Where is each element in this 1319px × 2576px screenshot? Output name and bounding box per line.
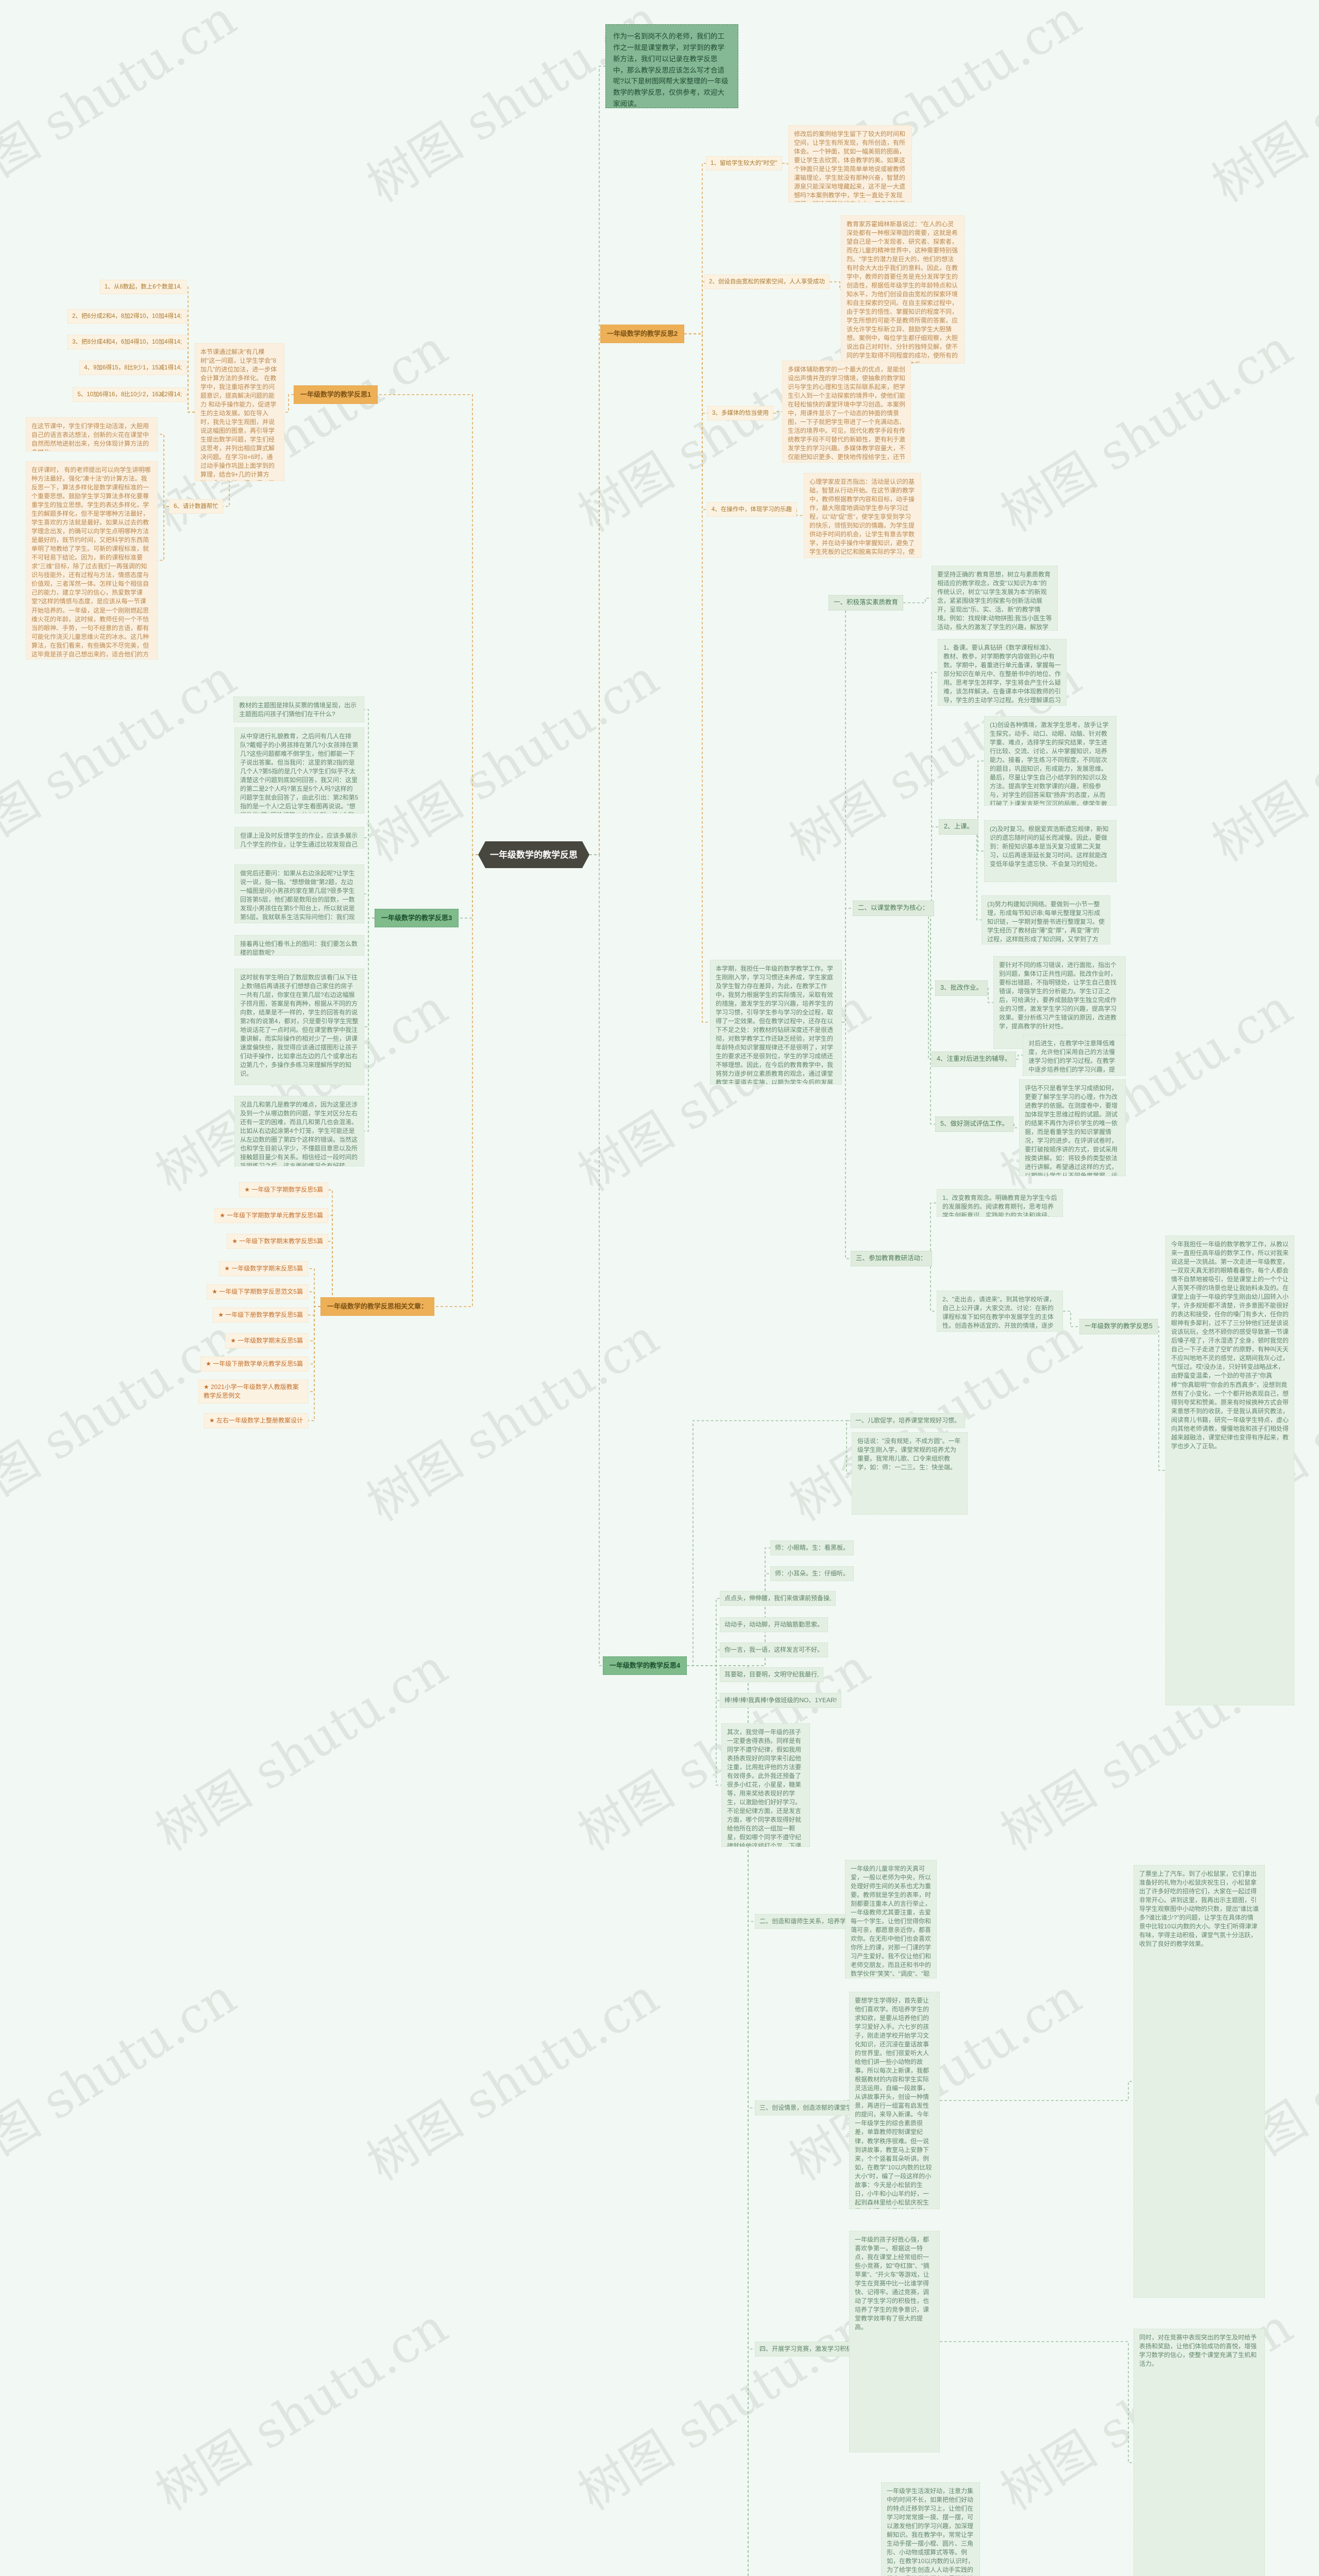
fs5-p-node: 今年我担任一年级的数学教学工作，从教以来一直担任高年级的数学工作，所以对我来说这…	[1165, 1235, 1294, 1705]
fs3-p4-node: 做完后还要问：如果从右边涂起呢?让学生说一说，指一指。"想想做做"第2题，左边一…	[234, 865, 364, 923]
g2-3-node: 3、批改作业。	[935, 980, 988, 996]
fs1-i6a-node: 在这节课中，学生们学得生动活泼，大胆用自己的语言表达想法，创新的火花在课堂中自然…	[26, 417, 158, 451]
fs4-n5p-node: 一年级学生活泼好动，注意力集中的时间不长，如果把他们好动的特点迁移到学习上，让他…	[881, 2482, 980, 2576]
fs4-n4p-node: 一年级的孩子好胜心强，都喜欢争第一。根据这一特点，我在课堂上经常组织一些小竞赛，…	[849, 2231, 940, 2452]
g3-1-node: 1、改变教育观念。明确教育是为学生今后的发展服务的。阅读教育期刊，思考培养学生创…	[937, 1189, 1063, 1217]
g2-node: 二、以课堂教学为核心：	[853, 901, 934, 916]
fs1-i4-node: 4、9加6得15，8比9少1，15减1得14;	[79, 361, 187, 376]
rhyme-3-node: 你一言，我一语，这样发言可不好。	[720, 1642, 828, 1658]
root: 一年级数学的教学反思	[478, 841, 589, 868]
g2-2a-node: (1)创设各种情境，激发学生思考。放手让学生探究，动手、动口、动眼、动脑、针对教…	[984, 716, 1117, 806]
watermark-text: 树图 shutu.cn	[0, 649, 246, 873]
star-3-node[interactable]: ★ 一年级下数学期末教学反思5篇	[227, 1234, 328, 1249]
fs1-p-node: 本节课通过解决"有几棵树"这一问题，让学生学会"8加几"的进位加法，进一步体会计…	[195, 343, 284, 481]
g2-4p-node: 对后进生，在教学中注意降低难度，允许他们采用自己的方法慢速学习他们的学习过程。在…	[1023, 1035, 1126, 1076]
rhyme-1-node: 点点头，伸伸腰，我们来做课前预备操,	[720, 1591, 836, 1606]
watermark-text: 树图 shutu.cn	[991, 319, 1303, 544]
star-10-node[interactable]: ★ 左右一年级数学上整册教案设计	[204, 1413, 308, 1429]
fs1-i3-node: 3、把8分成4和4，6加4得10，10加4得14;	[67, 335, 187, 350]
watermark-text: 树图 shutu.cn	[146, 1638, 458, 1862]
star-8-node[interactable]: ★ 一年级下册数学单元教学反思5篇	[200, 1357, 308, 1372]
fs2-intro-node: 本学期，我担任一年级的数学教学工作。学生刚刚入学，学习习惯还未养成，学生家庭及学…	[710, 960, 842, 1084]
intro-top-node: 作为一名到岗不久的老师，我们的工作之一就是课堂教学，对学到的教学新方法，我们可以…	[605, 24, 738, 108]
articles-node: 一年级数学的教学反思相关文章：	[320, 1297, 435, 1316]
fs3-p3-node: 但课上没及时反馈学生的作业，应该多展示几个学生的作业，让学生通过比较发现自己的不…	[234, 827, 364, 849]
fs4-n4p2-node: 同时，对在竞赛中表现突出的学生及时给予表扬和奖励，让他们体验成功的喜悦，增强学习…	[1134, 2329, 1265, 2576]
fs3-p6-node: 这时就有学生明白了数层数应该看门从下往上数!随后再请孩子们想想自己家住的房子一共…	[234, 969, 364, 1085]
watermark-text: 树图 shutu.cn	[0, 1968, 246, 2192]
g2-2c-node: (3)努力构建知识网络。要做到一小节一整理，形成每节知识串;每单元整理复习形成知…	[982, 895, 1110, 944]
fs1-i1-node: 1、从8数起，数上6个数是14.	[99, 280, 187, 295]
fs2-p4-node: 心理学家皮亚杰指出：活动是认识的基础，智慧从行动开始。在这节课的教学中，教师根据…	[804, 473, 921, 558]
rhyme-4-node: 耳要聪，目要明，文明守纪我最行,	[720, 1667, 824, 1683]
fs2-c3-node: 3、多媒体的恰当使用	[707, 406, 773, 421]
fs4-n4-node: 四、开展学习竞赛，激发学习积极性	[755, 2342, 864, 2357]
watermark-text: 树图 shutu.cn	[357, 649, 669, 873]
fs3-node: 一年级数学的教学反思3	[375, 909, 459, 928]
fs3-p2-node: 从中穿进行礼貌教育，之后问有几人在排队?戴帽子的小男孩排在第几?小女孩排在第几?…	[234, 727, 364, 814]
star-1-node[interactable]: ★ 一年级下学期数学反思5篇	[239, 1182, 328, 1198]
fs4-n3p-node: 要想学生学得好，首先要让他们喜欢学。而培养学生的求知欲，是要从培养他们的学习爱好…	[849, 1992, 940, 2209]
fs3-p1-node: 教材的主题图是排队买票的情境呈现，出示主题图后问孩子们猜他们在干什么?	[233, 697, 364, 722]
watermark-text: 树图 shutu.cn	[568, 2297, 880, 2522]
star-6-node[interactable]: ★ 一年级下册数学教学反思5篇	[213, 1308, 308, 1323]
fs2-node: 一年级数学的教学反思2	[600, 325, 685, 344]
rhyme-a-node: 师：小眼睛。生：看黑板。	[770, 1540, 854, 1556]
fs1-i6-node: 6、请计数器帮忙	[169, 499, 223, 514]
rhyme-5-node: 棒!棒!棒!我真棒!争做班级的NO、1YEAR!	[720, 1693, 842, 1708]
star-7-node[interactable]: ★ 一年级数学期末反思5篇	[225, 1333, 308, 1349]
fs3-p7-node: 况且几和第几是教学的难点，因为这里还涉及到一个从哪边数的问题，学生对区分左右还有…	[234, 1096, 364, 1166]
watermark-text: 树图 shutu.cn	[357, 1968, 669, 2192]
fs2-c1-node: 1、留给学生较大的"时空"	[706, 156, 782, 171]
fs1-i5-node: 5、10加6得16，8比10少2，16减2得14;	[73, 387, 187, 402]
g2-3p-node: 要针对不同的练习错误，进行面批，指出个别问题，集体订正共性问题。批改作业时，要标…	[993, 956, 1126, 1049]
fs4-node: 一年级数学的教学反思4	[603, 1656, 687, 1675]
g2-1-node: 1、备课。要认真钻研《数学课程标准》、教材、教参，对学期教学内容做到心中有数。学…	[938, 639, 1067, 706]
fs2-c4-node: 4、在操作中，体现学习的乐趣	[707, 502, 797, 517]
star-4-node[interactable]: ★ 一年级数学学期末反思5篇	[219, 1261, 308, 1277]
g2-4-node: 4、注重对后进生的辅导。	[932, 1052, 1017, 1067]
g1-node: 一、积极落实素质教育	[828, 595, 904, 611]
g2-5p-node: 评估不只是看学生学习成绩如何，更要了解学生学习的心理，作为改进教学的依据。在测度…	[1019, 1079, 1126, 1176]
g2-2-node: 2、上课。	[939, 819, 978, 835]
fs4-n3p2-node: 了票坐上了汽车。到了小松鼠家，它们拿出准备好的礼物为小松鼠庆祝生日，小松鼠拿出了…	[1134, 1865, 1265, 2298]
fs3-p5-node: 接着再让他们看书上的图问：我们要怎么数楼的层数呢?	[234, 935, 364, 956]
g2-2b-node: (2)及时复习。根据爱宾浩斯遗忘规律，新知识的遗忘随时间的延长而减慢。因此，要做…	[984, 820, 1117, 882]
watermark-text: 树图 shutu.cn	[0, 0, 246, 214]
star-9-node[interactable]: ★ 2021小学一年级数学人教版教案教学反思例文	[198, 1380, 308, 1404]
fs4-n1p-node: 俗话说："没有规矩，不成方圆"。一年级学生刚入学，课堂常规的培养尤为重要。我常用…	[852, 1432, 968, 1515]
fs4-n2p-node: 一年级的儿童非常的天真可爱，一般以老师为中央，所以处理好师生间的关系也尤为重要。…	[845, 1860, 937, 1978]
watermark-text: 树图 shutu.cn	[357, 1308, 669, 1533]
rhyme-b-node: 师：小耳朵。生：仔细听。	[770, 1566, 854, 1582]
fs2-p3-node: 多媒体辅助教学的一个最大的优点，是能创设出声情并茂的学习情境，使抽象的数学知识与…	[782, 361, 911, 463]
fs2-p1-node: 修改后的案例给学生留下了较大的时间和空间，让学生有所发现，有所创造，有所体会。一…	[788, 125, 912, 202]
fs4-p2-node: 其次，我觉得一年级的孩子一定要舍得表扬。同样是有同学不遵守纪律，假如我用表扬表现…	[721, 1723, 810, 1847]
g1-p-node: 要坚持正确的`教育思想，树立与素质教育相适应的教学观念，改变"以知识为本"的传统…	[932, 566, 1058, 631]
star-5-node[interactable]: ★ 一年级下学期数学反思范文5篇	[207, 1284, 308, 1300]
watermark-text: 树图 shutu.cn	[1202, 649, 1319, 873]
fs1-node: 一年级数学的教学反思1	[294, 385, 378, 404]
g2-5-node: 5、做好测试评估工作。	[935, 1116, 1013, 1132]
g3-node: 三、参加教育教研活动：	[851, 1251, 932, 1266]
fs5-node: 一年级数学的教学反思5	[1079, 1319, 1158, 1334]
watermark-text: 树图 shutu.cn	[146, 2297, 458, 2522]
watermark-text: 树图 shutu.cn	[1202, 0, 1319, 214]
fs4-n1-node: 一、儿歌促学，培养课堂常规好习惯。	[851, 1413, 966, 1429]
fs1-i6b-node: 在评课时， 有的老师提出可以向学生讲明哪种方法最好。强化"凑十法"的计算方法。我…	[26, 461, 158, 659]
star-2-node[interactable]: ★ 一年级下学期数学单元教学反思5篇	[214, 1208, 328, 1224]
g3-2-node: 2、"走出去，请进来"。到其他学校听课，自己上公开课，大家交流、讨论：在新的课程…	[937, 1291, 1063, 1332]
fs2-p2-node: 教育家苏霍姆林斯基说过："在人的心灵深处都有一种根深蒂固的需要，这就是希望自己是…	[841, 215, 965, 364]
rhyme-2-node: 动动手，动动脚，开动脑筋勤思索。	[720, 1617, 828, 1633]
fs2-c2-node: 2、创设自由宽松的探索空间，人人享受成功	[704, 275, 830, 290]
fs1-i2-node: 2、把6分成2和4，8加2得10，10加4得14;	[67, 309, 187, 324]
